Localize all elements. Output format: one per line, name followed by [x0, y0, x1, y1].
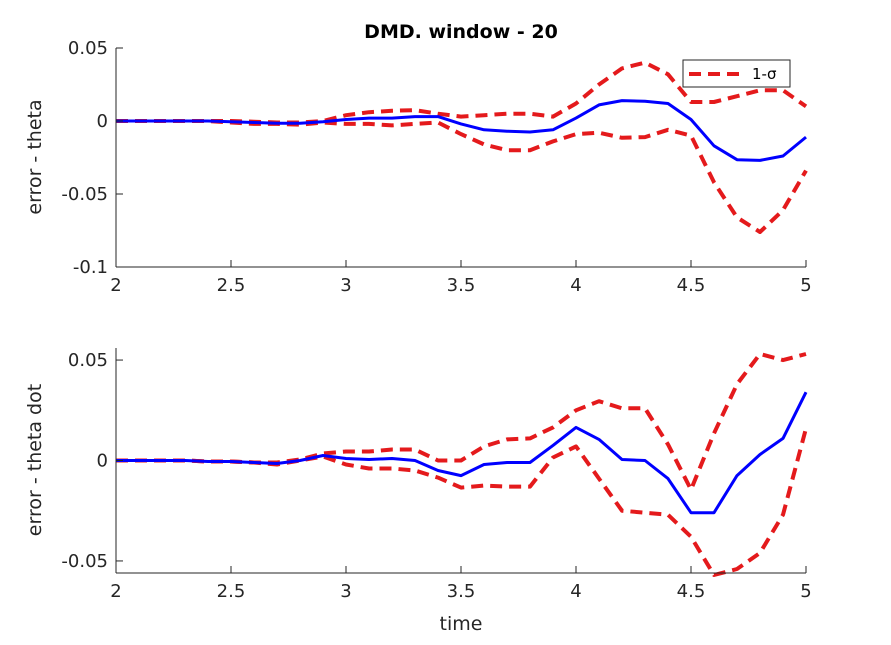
bottom-y-tick-label: 0: [97, 451, 108, 472]
top-x-tick-label: 3.5: [447, 275, 476, 296]
legend-entry-1-sigma: 1-σ: [752, 65, 777, 83]
bottom-x-tick-label: 2.5: [217, 581, 246, 602]
bottom-y-tick-label: -0.05: [61, 551, 108, 572]
top-x-tick-label: 2.5: [217, 275, 246, 296]
top-x-tick-label: 5: [800, 275, 811, 296]
top-axes: 2 2.5 3 3.5 4 4.5 5 -0.1 -0.05 0 0.05 error - thet…: [24, 38, 812, 296]
bottom-x-tick-label: 2: [110, 581, 121, 602]
bottom-series-mean-error: [116, 391, 808, 515]
bottom-x-tick-label: 4: [570, 581, 581, 602]
top-y-tick-label: -0.1: [73, 257, 108, 278]
top-y-axis-label: error - theta: [24, 99, 46, 214]
bottom-x-axis-label: time: [440, 613, 483, 635]
top-x-tick-label: 2: [110, 275, 121, 296]
top-y-tick-label: -0.05: [61, 184, 108, 205]
top-x-tick-label: 4: [570, 275, 581, 296]
bottom-series-group: [116, 352, 808, 577]
top-y-tick-label: 0.05: [68, 38, 108, 59]
top-x-tick-label: 4.5: [677, 275, 706, 296]
bottom-x-tick-label: 5: [800, 581, 811, 602]
top-series-mean-error: [116, 99, 807, 162]
figure-title: DMD. window - 20: [364, 21, 558, 43]
bottom-ticks-group: 2 2.5 3 3.5 4 4.5 5 -0.05 0 0.05: [61, 350, 811, 602]
bottom-x-tick-label: 3: [340, 581, 351, 602]
bottom-x-tick-label: 3.5: [447, 581, 476, 602]
top-x-tick-label: 3: [340, 275, 351, 296]
bottom-axes: 2 2.5 3 3.5 4 4.5 5 -0.05 0 0.05 error - theta do…: [24, 348, 812, 635]
legend: 1-σ: [682, 59, 791, 88]
bottom-y-axis-label: error - theta dot: [24, 384, 46, 536]
bottom-x-tick-label: 4.5: [677, 581, 706, 602]
bottom-y-tick-label: 0.05: [68, 350, 108, 371]
top-ticks-group: 2 2.5 3 3.5 4 4.5 5 -0.1 -0.05 0 0.05: [61, 38, 811, 296]
top-series-group: [116, 60, 808, 234]
top-y-tick-label: 0: [97, 111, 108, 132]
